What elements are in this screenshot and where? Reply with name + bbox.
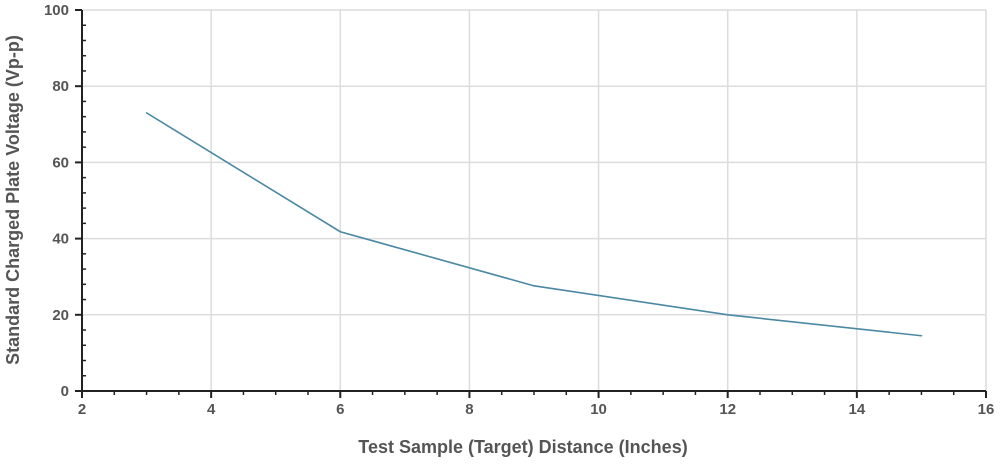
grid <box>82 9 987 391</box>
x-tick-label: 2 <box>78 401 86 418</box>
tick-labels: 2 4 6 8 10 12 14 16 0 20 40 60 80 100 <box>44 2 994 418</box>
x-tick-label: 14 <box>849 401 866 418</box>
y-tick-label: 60 <box>52 154 69 171</box>
x-tick-label: 4 <box>207 401 216 418</box>
series-lines <box>145 112 923 337</box>
x-tick-label: 8 <box>465 401 473 418</box>
data-point <box>920 334 923 337</box>
x-tick-label: 12 <box>719 401 736 418</box>
data-point <box>339 230 342 233</box>
axes <box>75 9 987 398</box>
data-point <box>533 285 535 287</box>
series-line <box>146 112 922 337</box>
data-point <box>726 314 729 316</box>
y-tick-label: 100 <box>44 2 69 19</box>
y-tick-label: 0 <box>61 383 69 400</box>
y-axis-title: Standard Charged Plate Voltage (Vp-p) <box>3 35 23 365</box>
y-tick-label: 40 <box>52 231 69 248</box>
x-tick-label: 10 <box>590 401 607 418</box>
data-point <box>145 112 148 114</box>
x-tick-label: 16 <box>978 401 995 418</box>
x-axis-title: Test Sample (Target) Distance (Inches) <box>358 437 687 457</box>
x-tick-label: 6 <box>336 401 344 418</box>
y-tick-label: 80 <box>52 78 69 95</box>
y-tick-label: 20 <box>52 307 69 324</box>
